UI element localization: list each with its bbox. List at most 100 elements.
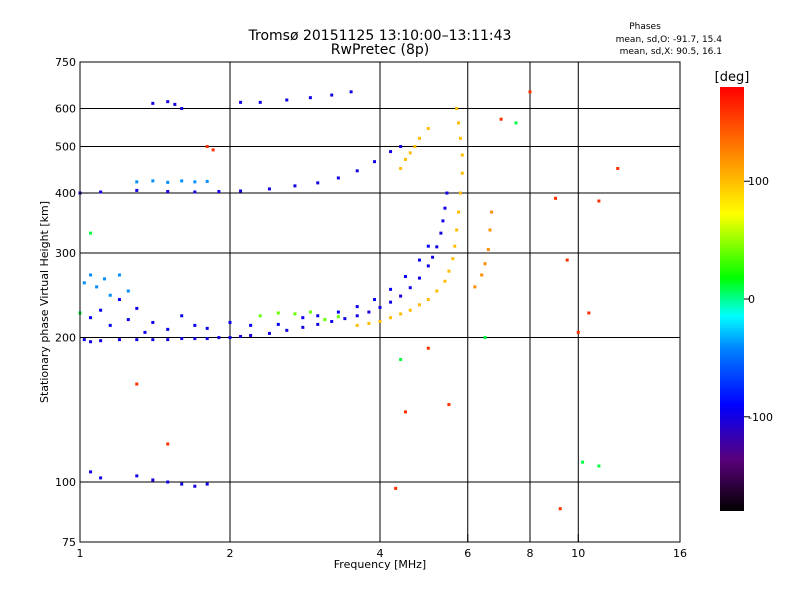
data-point (239, 100, 243, 104)
data-point (99, 190, 103, 194)
data-point (355, 305, 359, 309)
data-point (205, 179, 209, 183)
y-tick-label: 750 (55, 56, 76, 69)
data-point (355, 314, 359, 318)
data-point (581, 460, 585, 464)
data-point (435, 245, 439, 249)
data-point (166, 442, 170, 446)
data-point (239, 189, 243, 193)
data-point (480, 273, 484, 277)
data-point (455, 228, 459, 232)
data-point (394, 486, 398, 490)
data-point (285, 98, 289, 102)
data-point (151, 338, 155, 342)
chart-subtitle: RwPretec (8p) (331, 42, 429, 58)
data-point (293, 312, 297, 316)
phase-info-box: Phases mean, sd,O: -91.7, 15.4 mean, sd,… (616, 22, 723, 57)
data-point (355, 323, 359, 327)
y-tick-label: 600 (55, 103, 76, 116)
data-point (239, 334, 243, 338)
data-point (117, 273, 121, 277)
data-point (451, 257, 455, 261)
data-point (403, 157, 407, 161)
data-point (553, 196, 557, 200)
data-point (343, 317, 347, 321)
y-tick-label: 400 (55, 187, 76, 200)
data-point (336, 176, 340, 180)
data-points (78, 90, 620, 511)
data-point (126, 318, 130, 322)
data-point (285, 328, 289, 332)
data-point (443, 279, 447, 283)
data-point (193, 337, 197, 341)
data-point (426, 127, 430, 131)
data-point (293, 184, 297, 188)
data-point (413, 145, 417, 149)
data-point (89, 316, 93, 320)
data-point (89, 273, 93, 277)
data-point (528, 90, 532, 94)
data-point (126, 289, 130, 293)
data-point (426, 346, 430, 350)
grid (80, 62, 680, 542)
data-point (458, 136, 462, 140)
x-tick-label: 10 (571, 547, 585, 560)
data-point (460, 153, 464, 157)
data-point (103, 277, 107, 281)
data-point (597, 199, 601, 203)
data-point (99, 476, 103, 480)
data-point (143, 330, 147, 334)
data-point (166, 338, 170, 342)
data-point (460, 171, 464, 175)
data-point (587, 311, 591, 315)
data-point (193, 190, 197, 194)
data-point (99, 339, 103, 343)
data-point (389, 150, 393, 154)
data-point (399, 166, 403, 170)
data-point (403, 275, 407, 279)
data-point (316, 314, 320, 318)
data-point (228, 336, 232, 340)
data-point (316, 181, 320, 185)
x-tick-label: 6 (464, 547, 471, 560)
data-point (417, 276, 421, 280)
data-point (457, 210, 461, 214)
y-axis-label: Stationary phase Virtual Height [km] (38, 201, 51, 403)
data-point (336, 315, 340, 319)
data-point (367, 321, 371, 325)
data-point (173, 102, 177, 106)
data-point (426, 264, 430, 268)
data-point (378, 319, 382, 323)
data-point (483, 262, 487, 266)
data-point (616, 166, 620, 170)
data-point (166, 189, 170, 193)
data-point (417, 303, 421, 307)
x-tick-label: 4 (377, 547, 384, 560)
data-point (151, 478, 155, 482)
data-point (473, 285, 477, 289)
data-point (117, 338, 121, 342)
data-point (399, 312, 403, 316)
colorbar-gradient (720, 87, 744, 511)
data-point (439, 231, 443, 235)
data-point (408, 308, 412, 312)
data-point (486, 248, 490, 252)
data-point (166, 180, 170, 184)
data-point (95, 285, 99, 289)
x-tick-label: 8 (527, 547, 534, 560)
data-point (151, 320, 155, 324)
data-point (447, 269, 451, 273)
data-point (276, 311, 280, 315)
data-point (99, 308, 103, 312)
chart-title: Tromsø 20151125 13:10:00–13:11:43 (248, 28, 512, 44)
data-point (135, 188, 139, 192)
data-point (441, 219, 445, 223)
data-point (378, 305, 382, 309)
colorbar-label: [deg] (715, 70, 750, 85)
data-point (117, 298, 121, 302)
y-tick-label: 500 (55, 141, 76, 154)
data-point (316, 322, 320, 326)
data-point (258, 314, 262, 318)
data-point (565, 258, 569, 262)
